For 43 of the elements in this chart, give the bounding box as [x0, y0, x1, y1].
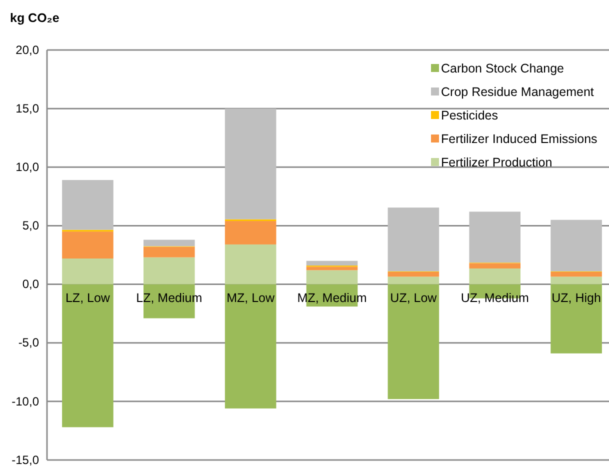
- bar: [62, 258, 114, 284]
- bar: [388, 276, 440, 284]
- bar: [224, 284, 276, 408]
- x-tick-label: LZ, Low: [65, 291, 111, 306]
- bar: [388, 272, 440, 277]
- bar: [143, 240, 195, 246]
- bar: [550, 276, 602, 284]
- x-tick-label: UZ, High: [552, 291, 601, 306]
- bar: [62, 180, 114, 230]
- bar: [469, 263, 521, 268]
- y-tick-label: -10,0: [12, 394, 40, 408]
- y-tick-label: -15,0: [12, 452, 40, 467]
- y-axis-title: kg CO₂e: [10, 11, 60, 25]
- y-tick-label: 15,0: [16, 101, 40, 116]
- bar: [224, 221, 276, 244]
- bar: [550, 284, 602, 354]
- bar: [306, 260, 358, 266]
- legend-label: Carbon Stock Change: [441, 62, 564, 76]
- bar: [469, 212, 521, 263]
- legend-label: Fertilizer Production: [441, 156, 552, 170]
- bar: [388, 208, 440, 272]
- y-tick-label: 20,0: [16, 42, 40, 57]
- bar: [143, 246, 195, 258]
- bar: [143, 257, 195, 284]
- y-tick-label: 0,0: [22, 277, 40, 292]
- x-tick-label: UZ, Low: [390, 291, 438, 306]
- bar: [224, 108, 276, 220]
- bar: [306, 266, 358, 270]
- bar: [224, 244, 276, 284]
- bar: [306, 270, 358, 284]
- bar: [469, 268, 521, 284]
- legend-label: Fertilizer Induced Emissions: [441, 132, 598, 146]
- y-tick-label: 10,0: [16, 160, 40, 174]
- bar: [550, 220, 602, 272]
- legend-label: Crop Residue Management: [441, 85, 594, 99]
- bar: [62, 232, 114, 259]
- bar: [62, 284, 114, 428]
- bar: [550, 272, 602, 277]
- bar: [388, 284, 440, 400]
- y-tick-label: 5,0: [22, 218, 40, 233]
- legend-label: Pesticides: [441, 108, 498, 122]
- x-tick-label: MZ, Low: [226, 291, 276, 306]
- y-tick-label: -5,0: [18, 336, 40, 350]
